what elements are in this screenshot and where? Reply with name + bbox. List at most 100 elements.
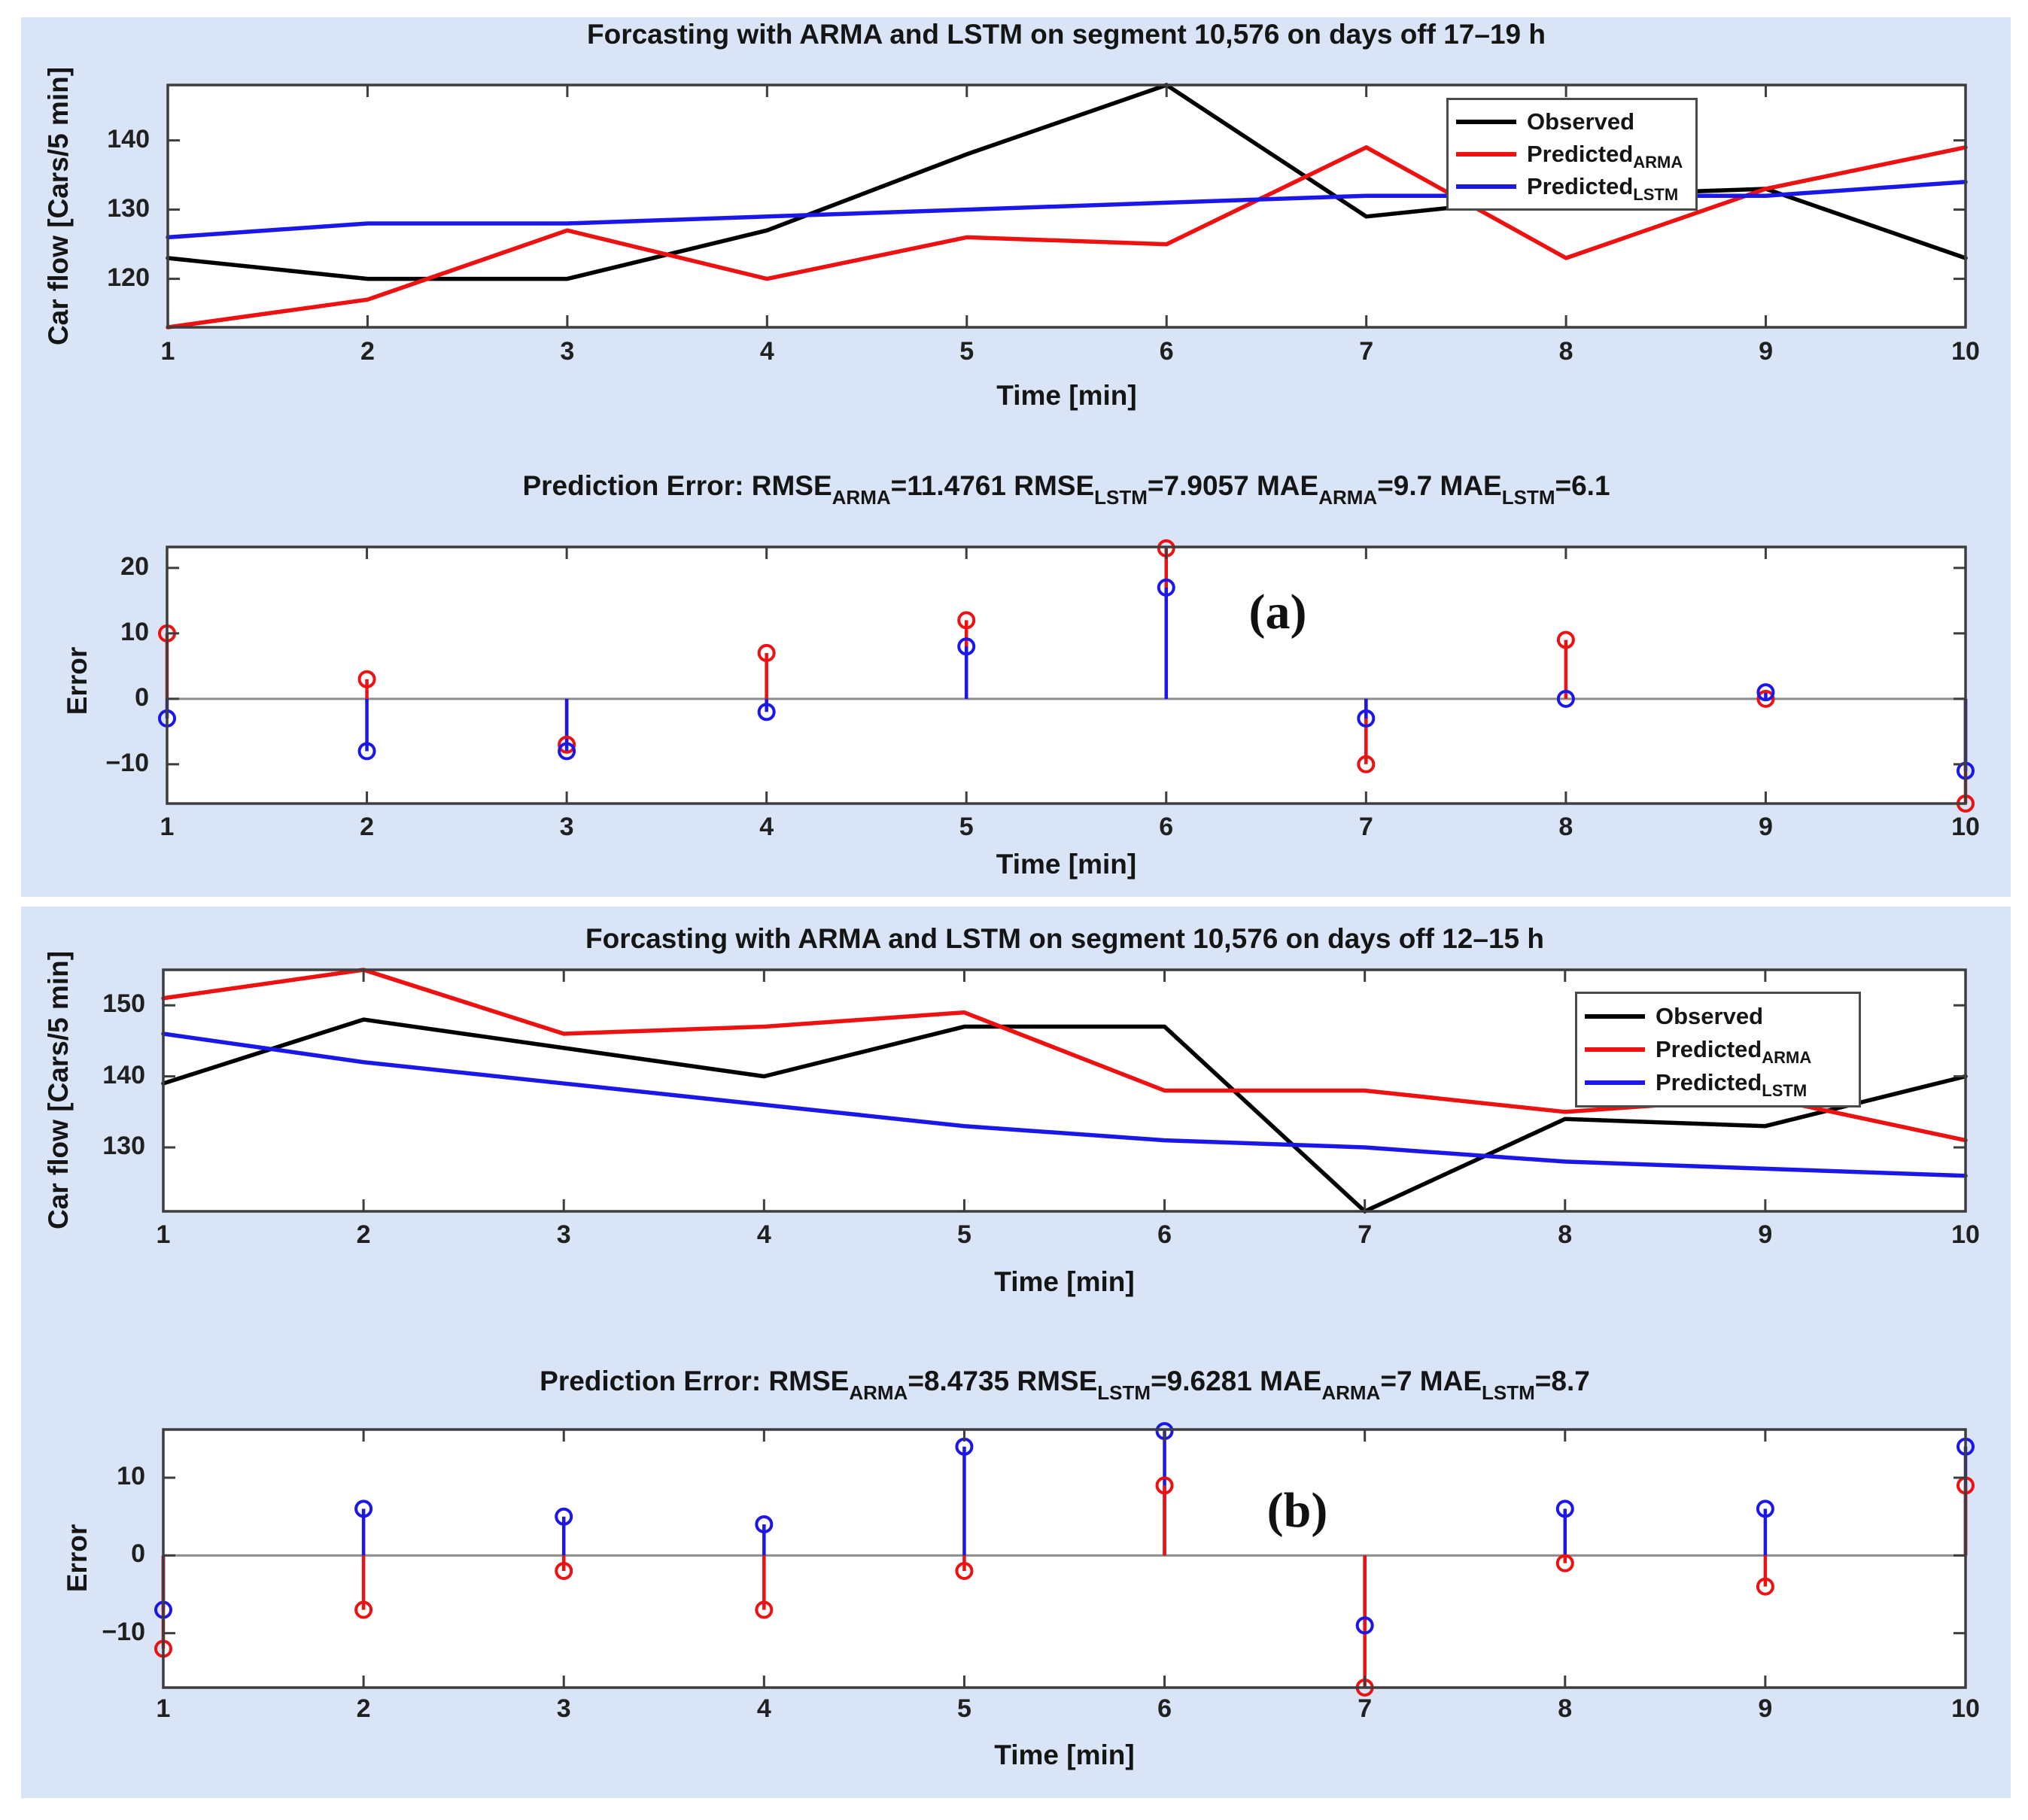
title-text: Prediction Error: RMSE	[540, 1366, 850, 1396]
x-tick-label: 9	[1758, 1220, 1773, 1249]
stem-marker-lstm	[357, 742, 376, 761]
x-tick-label: 3	[559, 813, 574, 841]
legend-label: PredictedARMA	[1656, 1036, 1812, 1067]
legend-line-sample	[1456, 120, 1516, 124]
legend-entry-lstm: PredictedLSTM	[1456, 173, 1688, 204]
stem-marker-arma	[757, 643, 776, 662]
x-tick-label: 1	[156, 1694, 171, 1723]
stem-marker-lstm	[1157, 578, 1175, 597]
legend-line-sample	[1585, 1047, 1645, 1052]
stem-marker-arma	[755, 1600, 774, 1619]
x-tick-label: 3	[560, 337, 575, 366]
legend-entry-observed: Observed	[1456, 108, 1688, 135]
axes-frame	[166, 545, 1967, 805]
x-tick-label: 3	[556, 1694, 571, 1723]
stem-marker-lstm	[1357, 709, 1376, 728]
x-tick-label: 8	[1558, 337, 1573, 366]
y-tick-label: 20	[120, 551, 149, 581]
x-axis-label-error-12-15: Time [min]	[994, 1739, 1135, 1770]
x-tick-label: 5	[956, 1220, 971, 1249]
x-tick-label: 10	[1951, 1220, 1980, 1249]
title-text: Forcasting with ARMA and LSTM on segment…	[587, 19, 1546, 50]
axes-frame	[166, 84, 1967, 329]
x-tick-label: 2	[360, 337, 375, 366]
stem-marker-lstm	[1556, 689, 1575, 708]
axes-frame	[162, 968, 1967, 1213]
stem-marker-arma	[357, 670, 376, 688]
title-text: =9.6281 MAE	[1151, 1366, 1322, 1396]
y-tick-label: 0	[131, 1539, 145, 1569]
stem-marker-lstm	[957, 637, 976, 656]
legend-line-sample	[1456, 184, 1516, 189]
x-tick-label: 9	[1758, 1694, 1773, 1723]
title-text: =8.7	[1534, 1366, 1590, 1396]
x-tick-label: 5	[956, 1694, 971, 1723]
x-tick-label: 5	[959, 337, 974, 366]
x-tick-label: 6	[1157, 1220, 1172, 1249]
stem-marker-arma	[1756, 1577, 1774, 1596]
legend-label: PredictedLSTM	[1527, 173, 1679, 204]
y-tick-label: 150	[102, 989, 145, 1019]
x-tick-label: 6	[1157, 1694, 1172, 1723]
stem-marker-arma	[1556, 630, 1575, 649]
title-text: =7.9057 MAE	[1147, 470, 1319, 501]
x-tick-label: 10	[1951, 337, 1980, 366]
y-tick-label: −10	[105, 748, 149, 777]
x-tick-label: 4	[759, 813, 774, 841]
subfigure-label-a: (a)	[1248, 585, 1307, 640]
stem-marker-arma	[1357, 755, 1376, 773]
legend-line-sample	[1585, 1080, 1645, 1085]
series-line-observed	[161, 1017, 1968, 1214]
y-tick-label: 120	[107, 263, 150, 292]
x-tick-label: 7	[1359, 337, 1374, 366]
legend-label: Observed	[1656, 1003, 1764, 1029]
subfigure-label-b: (b)	[1266, 1483, 1328, 1538]
stem-marker-lstm	[755, 1515, 774, 1534]
series-line-lstm	[161, 1032, 1968, 1178]
y-tick-label: 0	[135, 682, 149, 712]
chart-title-error-17-19: Prediction Error: RMSEARMA=11.4761 RMSEL…	[163, 468, 1969, 509]
x-tick-label: 8	[1558, 1220, 1573, 1249]
stem-marker-lstm	[1756, 683, 1775, 702]
title-subscript: LSTM	[1097, 1381, 1151, 1404]
stem-marker-arma	[1555, 1554, 1574, 1572]
title-text: =11.4761 RMSE	[890, 470, 1095, 501]
stem-marker-arma	[555, 1562, 573, 1581]
title-text: =8.4735 RMSE	[908, 1366, 1098, 1396]
legend-entry-observed: Observed	[1585, 1003, 1851, 1030]
x-tick-label: 6	[1159, 337, 1174, 366]
stem-marker-arma	[955, 1562, 974, 1581]
stem-marker-lstm	[1355, 1616, 1374, 1635]
chart-title-forecast-12-15: Forcasting with ARMA and LSTM on segment…	[162, 921, 1968, 957]
x-axis-label-forecast-12-15: Time [min]	[994, 1266, 1135, 1297]
plot-background	[163, 1430, 1966, 1688]
x-axis-label-error-17-19: Time [min]	[996, 849, 1137, 880]
title-subscript: LSTM	[1501, 486, 1555, 509]
y-tick-label: 130	[107, 193, 150, 223]
y-tick-label: 130	[102, 1132, 145, 1161]
legend-label: PredictedARMA	[1527, 141, 1683, 172]
stem-marker-lstm	[558, 742, 576, 761]
plot-area-error-17-19	[158, 539, 1975, 813]
x-tick-label: 10	[1951, 1694, 1980, 1723]
legend-entry-lstm: PredictedLSTM	[1585, 1069, 1851, 1100]
x-tick-label: 8	[1558, 813, 1573, 841]
x-tick-label: 1	[160, 337, 175, 366]
x-tick-label: 3	[556, 1220, 571, 1249]
plot-background	[167, 547, 1966, 804]
stem-marker-arma	[1155, 1476, 1174, 1495]
x-tick-label: 9	[1758, 813, 1773, 841]
title-text: =9.7 MAE	[1377, 470, 1502, 501]
chart-title-error-12-15: Prediction Error: RMSEARMA=8.4735 RMSELS…	[162, 1363, 1968, 1404]
title-subscript: LSTM	[1094, 486, 1148, 509]
legend-line-sample	[1456, 152, 1516, 156]
title-text: Prediction Error: RMSE	[522, 470, 832, 501]
x-tick-label: 4	[756, 1694, 771, 1723]
x-tick-label: 9	[1759, 337, 1773, 366]
x-tick-label: 6	[1159, 813, 1174, 841]
title-subscript: ARMA	[849, 1381, 908, 1404]
x-tick-label: 1	[160, 813, 175, 841]
x-tick-label: 4	[756, 1220, 771, 1249]
x-tick-label: 2	[356, 1694, 371, 1723]
